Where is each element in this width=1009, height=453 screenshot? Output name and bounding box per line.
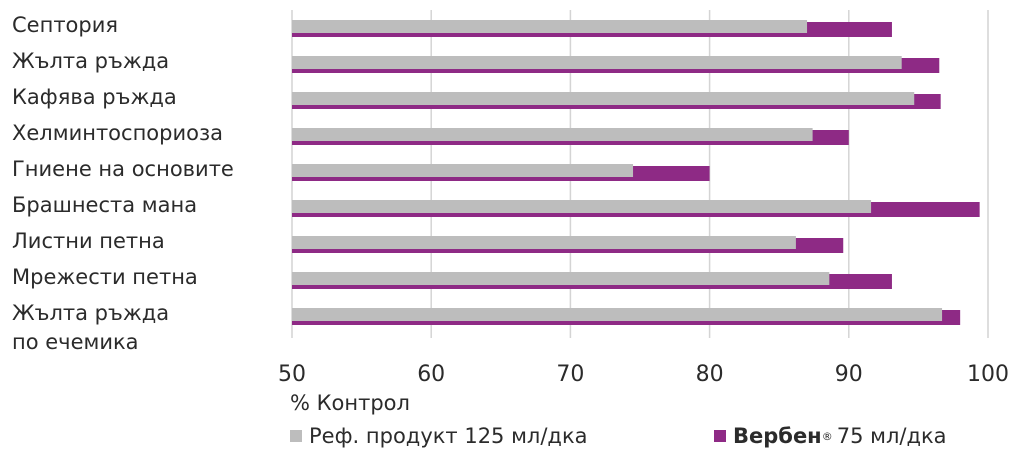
category-label: Жълта ръжда xyxy=(12,301,169,325)
bar-reference xyxy=(292,236,796,249)
x-tick-label: 90 xyxy=(835,362,863,387)
x-tick-labels: 50 60 70 80 90 100 xyxy=(278,362,1009,387)
bar-reference xyxy=(292,92,915,105)
category-label: Хелминтоспориоза xyxy=(12,121,223,145)
bar-reference xyxy=(292,128,813,141)
bar-reference xyxy=(292,308,943,321)
legend-label-verben-rate: 75 мл/дка xyxy=(836,424,947,448)
legend-label-verben: Вербен xyxy=(733,424,822,448)
bars xyxy=(292,20,980,325)
legend-item-reference: Реф. продукт 125 мл/дка xyxy=(290,424,588,448)
category-label: Листни петна xyxy=(12,229,165,253)
category-labels: Септория Жълта ръжда Кафява ръжда Хелминтос… xyxy=(12,13,234,354)
x-axis-label: % Контрол xyxy=(290,391,410,415)
bar-reference xyxy=(292,20,808,33)
x-tick-label: 100 xyxy=(967,362,1009,387)
category-label: Брашнеста мана xyxy=(12,193,197,217)
category-label: Септория xyxy=(12,13,118,37)
legend-swatch-verben xyxy=(714,430,726,442)
bar-reference xyxy=(292,56,902,69)
category-label: Жълта ръжда xyxy=(12,49,169,73)
legend-swatch-reference xyxy=(290,430,302,442)
category-label: Гниене на основите xyxy=(12,157,234,181)
legend-label-reference: Реф. продукт 125 мл/дка xyxy=(309,424,588,448)
category-label: Кафява ръжда xyxy=(12,85,177,109)
legend-item-verben: Вербен ® 75 мл/дка xyxy=(714,424,947,448)
bar-reference xyxy=(292,200,872,213)
x-tick-label: 70 xyxy=(556,362,584,387)
category-label: по ечемика xyxy=(12,330,139,354)
x-tick-label: 80 xyxy=(696,362,724,387)
bar-reference xyxy=(292,272,830,285)
category-label: Мрежести петна xyxy=(12,265,198,289)
x-tick-label: 60 xyxy=(417,362,445,387)
x-tick-label: 50 xyxy=(278,362,306,387)
bar-reference xyxy=(292,164,634,177)
legend-label-verben-sup: ® xyxy=(821,429,833,443)
